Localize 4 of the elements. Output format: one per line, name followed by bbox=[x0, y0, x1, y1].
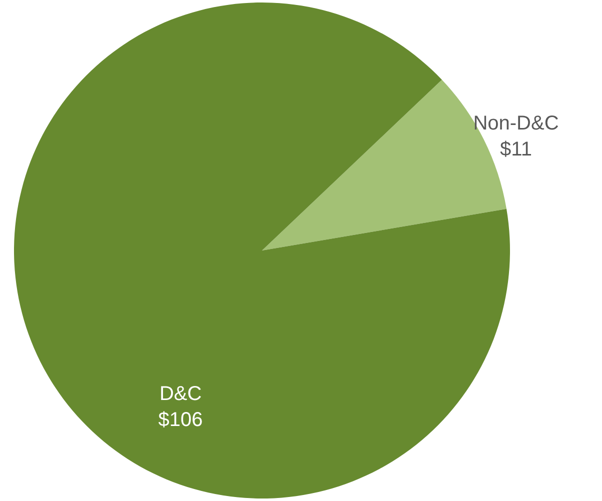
data-label: $106 bbox=[158, 409, 203, 431]
slice-label: Non-D&C bbox=[473, 112, 559, 134]
data-label: $11 bbox=[500, 138, 532, 160]
slice-label: D&C bbox=[159, 383, 202, 405]
